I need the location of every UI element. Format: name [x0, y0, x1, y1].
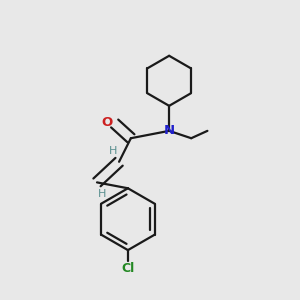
- Text: Cl: Cl: [121, 262, 134, 275]
- Text: H: H: [98, 189, 106, 199]
- Text: N: N: [164, 124, 175, 137]
- Text: O: O: [102, 116, 113, 128]
- Text: H: H: [109, 146, 117, 156]
